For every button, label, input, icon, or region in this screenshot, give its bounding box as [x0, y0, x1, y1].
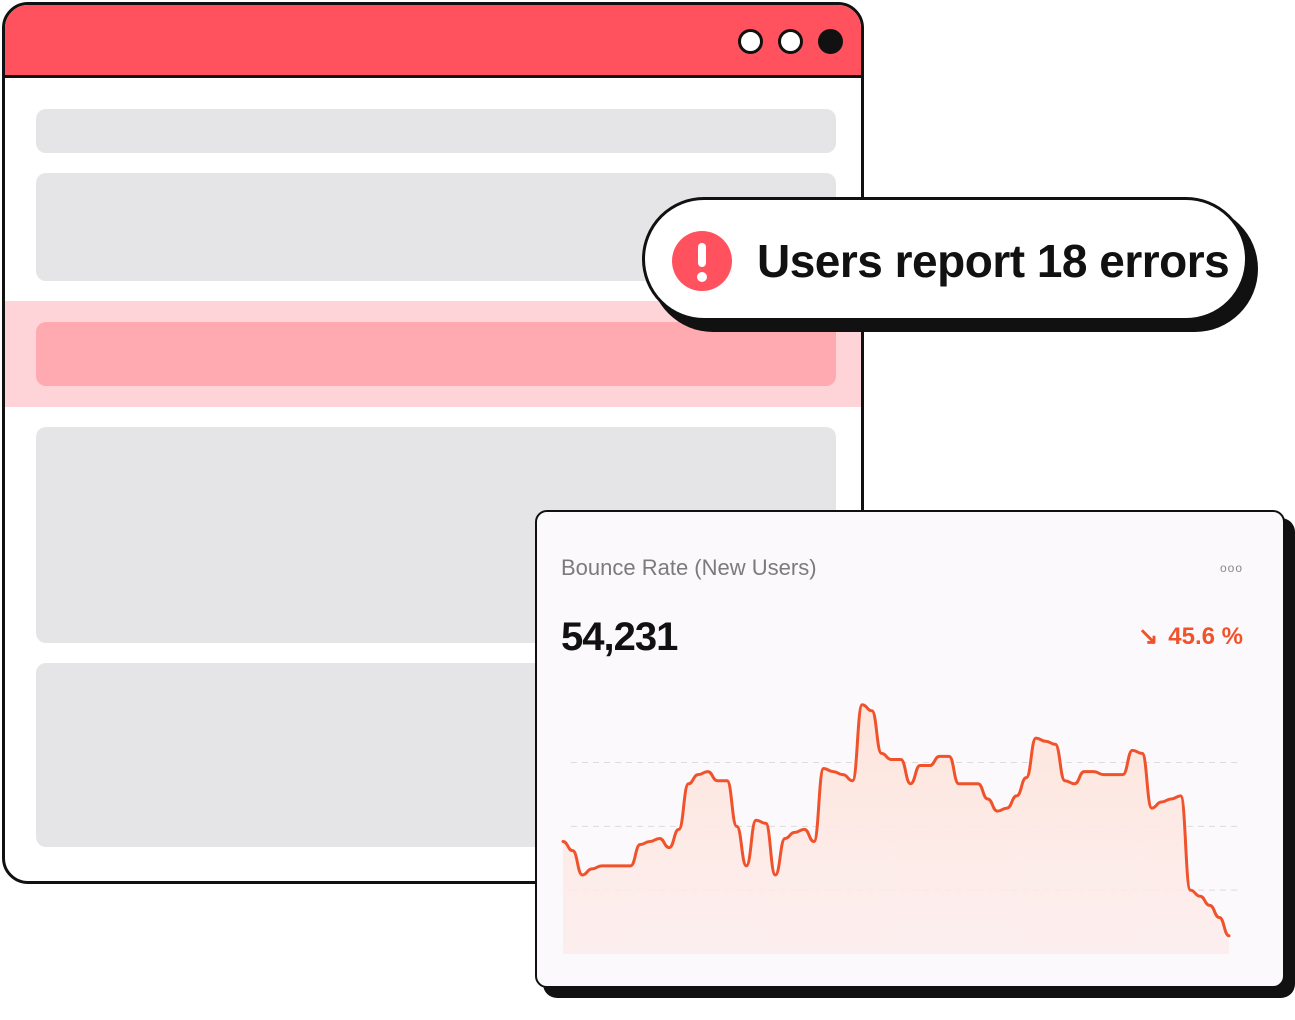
chart-point [891, 759, 892, 760]
chart-point [630, 865, 631, 866]
chart-point [1200, 896, 1201, 897]
chart-point [939, 756, 940, 757]
chart-point [949, 756, 950, 757]
title-bar [5, 5, 861, 78]
chart-point [640, 844, 641, 845]
chart-point [862, 704, 863, 705]
chart-point [669, 847, 670, 848]
metric-value: 54,231 [561, 615, 678, 659]
chart-point [987, 798, 988, 799]
highlighted-row[interactable] [36, 322, 836, 386]
chart-point [1142, 753, 1143, 754]
chart-point [1055, 744, 1056, 745]
chart-point [881, 753, 882, 754]
chart-point [601, 865, 602, 866]
chart-point [563, 841, 564, 842]
toast-message: Users report 18 errors [757, 235, 1230, 287]
chart-point [1007, 808, 1008, 809]
exclamation-circle-icon [672, 231, 732, 291]
chart-point [1161, 802, 1162, 803]
chart-point [958, 783, 959, 784]
chart-point [1093, 771, 1094, 772]
chart-point [698, 774, 699, 775]
metric-change: ↘ 45.6 % [1138, 622, 1243, 651]
chart-point [804, 829, 805, 830]
chart-point [591, 868, 592, 869]
card-title: Bounce Rate (New Users) [561, 555, 817, 580]
error-toast[interactable]: Users report 18 errors [642, 197, 1248, 321]
chart-point [756, 820, 757, 821]
placeholder-row [36, 109, 836, 153]
chart-point [929, 765, 930, 766]
window-control-circle-2[interactable] [778, 29, 803, 54]
chart-point [775, 874, 776, 875]
more-options-icon[interactable]: ooo [1220, 561, 1244, 575]
chart-point [871, 710, 872, 711]
arrow-down-right-icon: ↘ [1138, 623, 1159, 650]
chart-point [842, 774, 843, 775]
chart-point [707, 771, 708, 772]
chart-point [813, 841, 814, 842]
chart-point [1064, 780, 1065, 781]
chart-point [1103, 774, 1104, 775]
chart-point [1229, 935, 1230, 936]
chart-point [582, 874, 583, 875]
chart-point [920, 765, 921, 766]
chart-point [1151, 808, 1152, 809]
chart-point [1084, 771, 1085, 772]
chart-point [1132, 750, 1133, 751]
chart-point [1016, 795, 1017, 796]
chart-point [688, 783, 689, 784]
chart-point [852, 780, 853, 781]
chart-point [572, 850, 573, 851]
chart-series-line [561, 703, 1231, 938]
chart-point [1180, 795, 1181, 796]
window-control-circle-1[interactable] [738, 29, 763, 54]
metric-card: Bounce Rate (New Users) ooo 54,231 ↘ 45.6… [535, 510, 1285, 988]
window-control-circle-filled[interactable] [818, 29, 843, 54]
chart-point [968, 783, 969, 784]
chart-point [1035, 738, 1036, 739]
chart-point [900, 759, 901, 760]
chart-point [1045, 741, 1046, 742]
metric-change-value: 45.6 % [1168, 623, 1243, 650]
chart-point [1209, 905, 1210, 906]
chart-point [746, 865, 747, 866]
chart-point [765, 823, 766, 824]
chart-point [611, 865, 612, 866]
chart-point [736, 826, 737, 827]
chart-point [823, 768, 824, 769]
bounce-rate-chart [561, 703, 1239, 954]
chart-point [1171, 798, 1172, 799]
chart-point [1122, 774, 1123, 775]
chart-point [1026, 777, 1027, 778]
chart-point [1190, 890, 1191, 891]
chart-point [717, 780, 718, 781]
chart-point [649, 841, 650, 842]
chart-point [1074, 783, 1075, 784]
chart-point [997, 811, 998, 812]
chart-point [910, 783, 911, 784]
chart-point [659, 838, 660, 839]
chart-point [1219, 917, 1220, 918]
chart-point [678, 829, 679, 830]
chart-point [727, 780, 728, 781]
chart-point [620, 865, 621, 866]
chart-point [978, 783, 979, 784]
chart-point [1113, 774, 1114, 775]
chart-point [785, 838, 786, 839]
chart-area-fill [563, 704, 1229, 954]
chart-point [833, 771, 834, 772]
chart-point [794, 832, 795, 833]
